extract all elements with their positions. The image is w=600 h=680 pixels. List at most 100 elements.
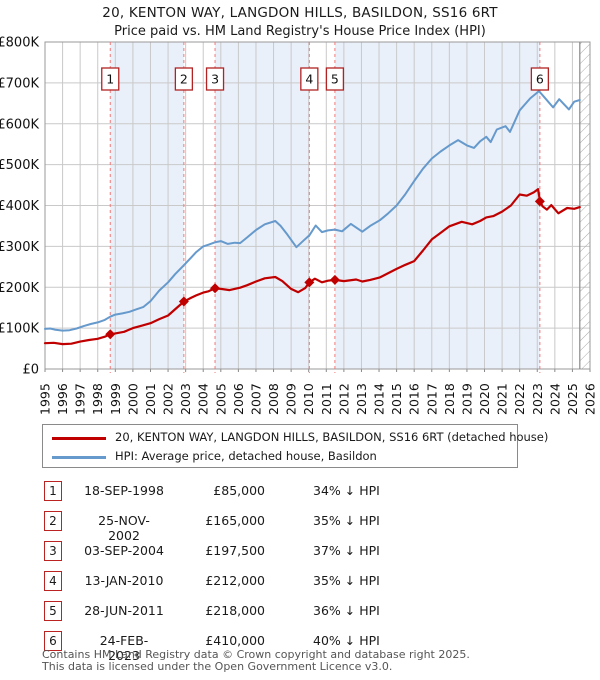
transaction-number-box — [205, 67, 225, 91]
transaction-date: 18-SEP-1998 — [84, 483, 164, 498]
transaction-row: 6 24-FEB-2023 £410,000 40% ↓ HPI — [0, 631, 600, 663]
x-axis-year-label: 1998 — [90, 383, 105, 415]
x-axis-year-label: 2012 — [336, 383, 351, 415]
x-axis-year-label: 2004 — [196, 383, 211, 415]
transaction-number-box — [174, 67, 194, 91]
sale-point-marker — [304, 277, 315, 288]
sale-point-marker — [178, 296, 189, 307]
transaction-number-badge: 4 — [44, 571, 62, 591]
transaction-hpi-delta: 40% ↓ HPI — [313, 633, 380, 648]
x-axis-year-label: 2019 — [459, 383, 474, 415]
x-axis-year-label: 2007 — [248, 383, 263, 415]
x-axis-year-label: 2018 — [442, 383, 457, 415]
transaction-date: 28-JUN-2011 — [84, 603, 164, 618]
x-axis-year-label: 1999 — [108, 383, 123, 415]
transaction-number: 5 — [331, 72, 339, 87]
x-axis-year-label: 2013 — [354, 383, 369, 415]
x-axis-year-label: 2015 — [389, 383, 404, 415]
x-axis-year-label: 2006 — [231, 383, 246, 415]
transaction-row: 5 28-JUN-2011 £218,000 36% ↓ HPI — [0, 601, 600, 623]
legend-row-price-paid: 20, KENTON WAY, LANGDON HILLS, BASILDON,… — [43, 428, 548, 447]
y-axis-price-label: £300K — [0, 240, 39, 255]
x-axis-year-label: 2025 — [565, 383, 580, 415]
legend-box: 20, KENTON WAY, LANGDON HILLS, BASILDON,… — [42, 424, 548, 468]
transaction-number-badge: 6 — [44, 631, 62, 651]
footer-line-2: This data is licensed under the Open Gov… — [42, 660, 393, 673]
transaction-number-boxes: 1 2 3 4 5 6 — [101, 67, 550, 91]
x-axis-year-label: 2026 — [583, 383, 598, 415]
x-axis-year-label: 1996 — [55, 383, 70, 415]
transaction-hpi-delta: 35% ↓ HPI — [313, 513, 380, 528]
price-paid-line-swatch — [52, 437, 106, 440]
transaction-price: £410,000 — [205, 633, 265, 648]
transaction-price: £85,000 — [213, 483, 265, 498]
transaction-hpi-delta: 34% ↓ HPI — [313, 483, 380, 498]
transaction-number-badge: 1 — [44, 481, 62, 501]
transaction-date: 03-SEP-2004 — [84, 543, 164, 558]
transaction-price: £218,000 — [205, 603, 265, 618]
transaction-number-box — [530, 67, 550, 91]
transaction-hpi-delta: 35% ↓ HPI — [313, 573, 380, 588]
transaction-number-box — [101, 67, 120, 91]
transaction-price: £212,000 — [205, 573, 265, 588]
transaction-date: 13-JAN-2010 — [84, 573, 164, 588]
page-subtitle: Price paid vs. HM Land Registry's House … — [114, 24, 486, 39]
price-paid-line — [43, 188, 581, 346]
x-axis-year-label: 2022 — [512, 383, 527, 415]
footer-line-1: Contains HM Land Registry data © Crown c… — [42, 648, 470, 661]
x-axis-year-label: 1997 — [73, 383, 88, 415]
legend-label-hpi: HPI: Average price, detached house, Basi… — [115, 449, 377, 463]
x-axis-year-label: 2009 — [284, 383, 299, 415]
future-hatch — [579, 42, 590, 369]
x-axis-year-label: 2023 — [530, 383, 545, 415]
transaction-number-box — [325, 67, 345, 91]
transaction-hpi-delta: 36% ↓ HPI — [313, 603, 380, 618]
y-axis-price-label: £0 — [22, 363, 39, 378]
transaction-markers — [105, 196, 545, 340]
x-axis-year-label: 2005 — [213, 383, 228, 415]
transaction-date: 24-FEB-2023 — [99, 633, 149, 663]
x-axis-year-label: 2021 — [495, 383, 510, 415]
transaction-price: £165,000 — [205, 513, 265, 528]
x-axis-year-label: 2017 — [424, 383, 439, 415]
axis-labels: 1995 1996 1997 1998 1999 2000 2001 2002 2003 2004… — [0, 36, 598, 416]
sale-point-marker — [210, 283, 221, 294]
transaction-number: 6 — [536, 72, 544, 87]
y-axis-price-label: £700K — [0, 76, 39, 91]
series-lines — [43, 90, 581, 346]
y-axis-price-label: £500K — [0, 158, 39, 173]
legend-label-price-paid: 20, KENTON WAY, LANGDON HILLS, BASILDON,… — [115, 430, 549, 444]
sale-point-marker — [105, 329, 116, 340]
transaction-number: 3 — [211, 72, 219, 87]
y-axis-price-label: £200K — [0, 281, 39, 296]
x-axis-year-label: 2010 — [301, 383, 316, 415]
transaction-number: 4 — [305, 72, 313, 87]
x-axis-year-label: 2014 — [372, 383, 387, 415]
sale-point-marker — [534, 196, 545, 207]
transaction-hpi-delta: 37% ↓ HPI — [313, 543, 380, 558]
x-axis-year-label: 2016 — [407, 383, 422, 415]
transaction-number: 1 — [106, 72, 114, 87]
x-axis-year-label: 2003 — [178, 383, 193, 415]
y-axis-price-label: £100K — [0, 322, 39, 337]
x-axis-year-label: 1995 — [38, 383, 53, 415]
license-footer: Contains HM Land Registry data © Crown c… — [42, 649, 470, 673]
transaction-price: £197,500 — [205, 543, 265, 558]
transaction-row: 3 03-SEP-2004 £197,500 37% ↓ HPI — [0, 541, 600, 563]
y-axis-price-label: £400K — [0, 199, 39, 214]
transaction-row: 1 18-SEP-1998 £85,000 34% ↓ HPI — [0, 481, 600, 503]
transaction-row: 2 25-NOV-2002 £165,000 35% ↓ HPI — [0, 511, 600, 543]
transaction-event-lines — [109, 42, 541, 373]
x-axis-year-label: 2024 — [547, 383, 562, 415]
transaction-number: 2 — [180, 72, 188, 87]
x-axis-year-label: 2000 — [125, 383, 140, 415]
y-axis-price-label: £800K — [0, 36, 39, 51]
transaction-number-box — [300, 67, 319, 91]
x-axis-year-label: 2001 — [143, 383, 158, 415]
legend-row-hpi: HPI: Average price, detached house, Basi… — [43, 447, 517, 466]
transaction-number-badge: 5 — [44, 601, 62, 621]
transaction-row: 4 13-JAN-2010 £212,000 35% ↓ HPI — [0, 571, 600, 593]
transaction-number-badge: 3 — [44, 541, 62, 561]
transaction-number-badge: 2 — [44, 511, 62, 531]
